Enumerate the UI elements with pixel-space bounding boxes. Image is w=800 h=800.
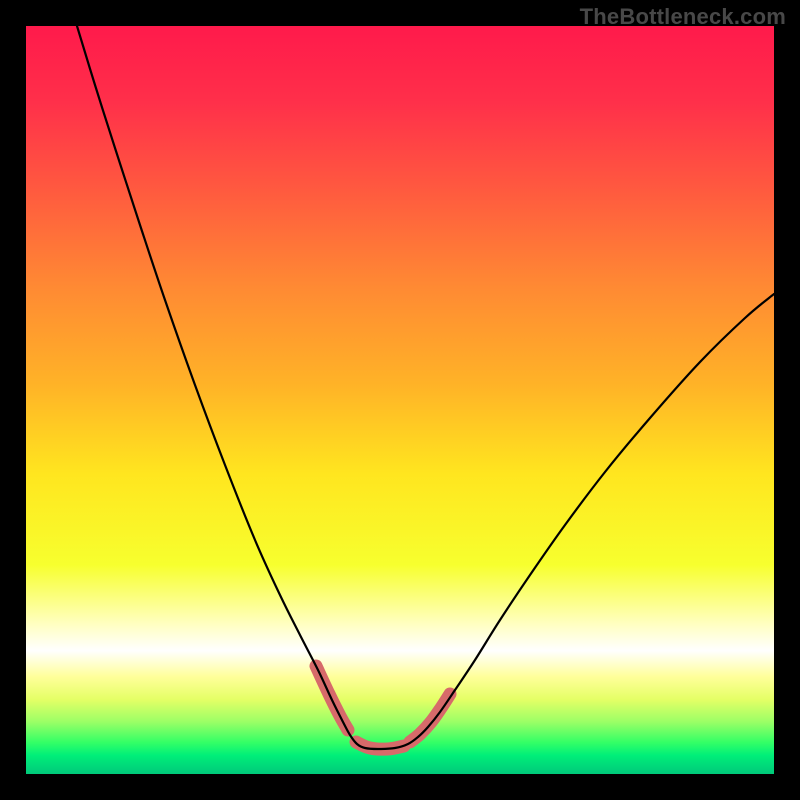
gradient-plot-area <box>26 26 774 774</box>
watermark-text: TheBottleneck.com <box>580 4 786 30</box>
bottleneck-chart <box>0 0 800 800</box>
outer-frame: TheBottleneck.com <box>0 0 800 800</box>
